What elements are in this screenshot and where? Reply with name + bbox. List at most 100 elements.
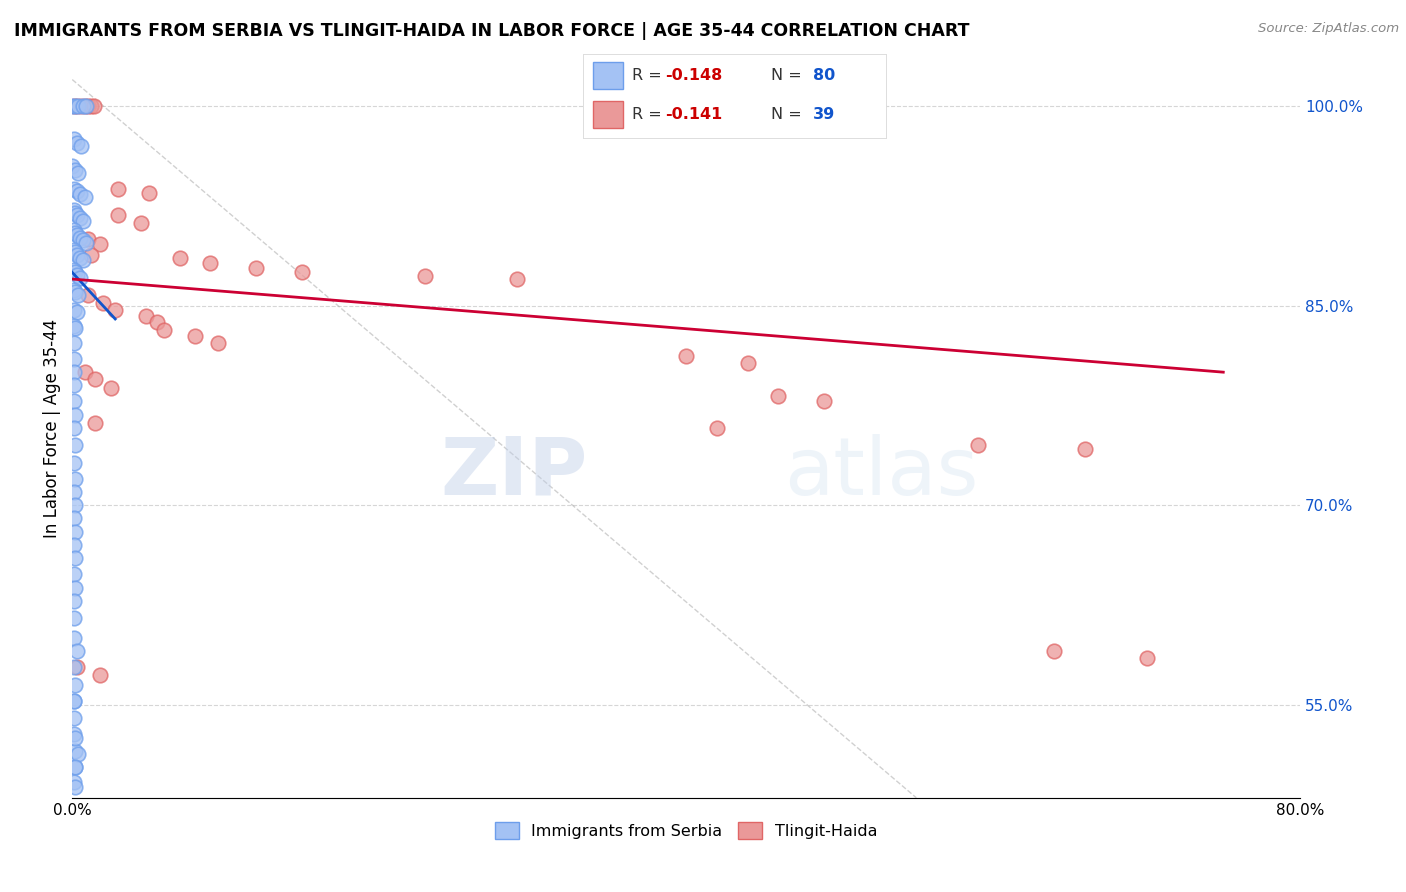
Point <box>62 594 84 608</box>
Bar <box>592 62 623 89</box>
Point <box>83 99 105 113</box>
Point <box>66 644 89 658</box>
Point <box>104 302 127 317</box>
Point <box>62 378 84 392</box>
Point <box>84 372 107 386</box>
Point <box>291 265 314 279</box>
Point <box>62 484 84 499</box>
Point <box>70 99 93 113</box>
Text: Source: ZipAtlas.com: Source: ZipAtlas.com <box>1258 22 1399 36</box>
Point <box>73 365 96 379</box>
Point <box>65 408 87 422</box>
Point <box>62 302 84 317</box>
Point <box>67 166 90 180</box>
Point <box>62 611 84 625</box>
Text: IMMIGRANTS FROM SERBIA VS TLINGIT-HAIDA IN LABOR FORCE | AGE 35-44 CORRELATION C: IMMIGRANTS FROM SERBIA VS TLINGIT-HAIDA … <box>14 22 970 40</box>
Point <box>200 256 222 270</box>
Point <box>66 208 89 222</box>
Point <box>60 159 83 173</box>
Point <box>66 248 89 262</box>
Point <box>62 351 84 366</box>
Point <box>766 389 789 403</box>
Point <box>65 245 87 260</box>
Point <box>62 538 84 552</box>
Point <box>72 234 94 248</box>
Point <box>75 236 97 251</box>
Point <box>62 335 84 350</box>
Point <box>66 136 89 151</box>
Point <box>129 216 152 230</box>
Point <box>75 99 97 113</box>
Point <box>65 731 87 745</box>
Point <box>65 678 87 692</box>
Point <box>62 243 84 257</box>
Point <box>67 747 90 761</box>
Point <box>72 253 94 268</box>
Point <box>62 567 84 582</box>
Point <box>1135 651 1157 665</box>
Legend: Immigrants from Serbia, Tlingit-Haida: Immigrants from Serbia, Tlingit-Haida <box>488 816 884 846</box>
Point <box>66 268 89 282</box>
Text: atlas: atlas <box>785 434 979 512</box>
Point <box>76 232 98 246</box>
Point <box>69 231 91 245</box>
Point <box>413 269 436 284</box>
Point <box>65 163 87 178</box>
Point <box>84 416 107 430</box>
Point <box>89 668 111 682</box>
Point <box>62 365 84 379</box>
Point <box>65 265 87 279</box>
Point <box>813 394 835 409</box>
Point <box>62 774 84 789</box>
Point <box>138 186 160 200</box>
Point <box>69 251 91 265</box>
Point <box>72 213 94 227</box>
Point <box>67 288 90 302</box>
Point <box>1074 442 1097 457</box>
Point <box>65 285 87 300</box>
Point <box>65 744 87 758</box>
Point <box>62 660 84 674</box>
Point <box>89 237 111 252</box>
Point <box>65 226 87 240</box>
Point <box>65 760 87 774</box>
Point <box>62 202 84 217</box>
Text: 39: 39 <box>813 107 835 122</box>
Point <box>70 139 93 153</box>
Y-axis label: In Labor Force | Age 35-44: In Labor Force | Age 35-44 <box>44 319 60 538</box>
Point <box>65 760 87 774</box>
Text: -0.141: -0.141 <box>665 107 723 122</box>
Point <box>62 262 84 277</box>
Point <box>506 272 529 286</box>
Text: -0.148: -0.148 <box>665 68 723 83</box>
Point <box>245 261 267 276</box>
Point <box>62 694 84 708</box>
Point <box>66 305 89 319</box>
Point <box>69 186 91 201</box>
Point <box>65 321 87 335</box>
Point <box>153 323 176 337</box>
Point <box>65 472 87 486</box>
Point <box>66 660 89 674</box>
Point <box>62 631 84 645</box>
Point <box>65 205 87 219</box>
Point <box>62 132 84 146</box>
Point <box>65 524 87 539</box>
Point <box>62 456 84 470</box>
Point <box>62 99 84 113</box>
Point <box>76 99 98 113</box>
Point <box>79 248 101 262</box>
Point <box>73 99 96 113</box>
Text: R =: R = <box>631 107 666 122</box>
Point <box>675 349 697 363</box>
Bar <box>592 101 623 128</box>
Point <box>66 184 89 198</box>
Point <box>737 356 759 370</box>
Point <box>67 99 90 113</box>
Point <box>966 438 988 452</box>
Point <box>65 581 87 595</box>
Point <box>66 228 89 243</box>
Point <box>65 99 87 113</box>
Point <box>91 296 114 310</box>
Point <box>62 181 84 195</box>
